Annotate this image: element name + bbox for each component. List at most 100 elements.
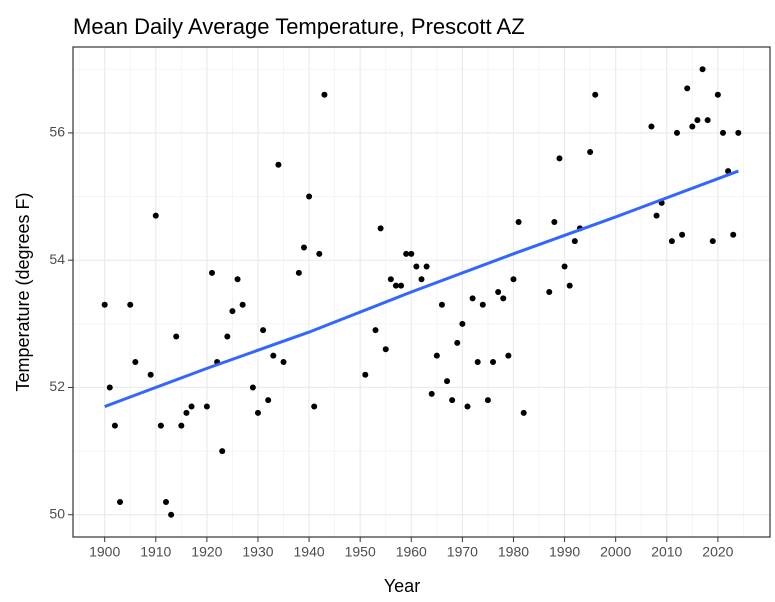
point bbox=[270, 352, 277, 359]
x-tick-label: 1900 bbox=[89, 544, 120, 560]
point bbox=[566, 282, 573, 289]
point bbox=[587, 149, 594, 155]
point bbox=[280, 359, 287, 365]
point bbox=[694, 117, 701, 124]
point bbox=[208, 269, 215, 276]
point bbox=[403, 250, 410, 257]
point bbox=[117, 499, 124, 505]
point bbox=[203, 403, 210, 410]
point bbox=[561, 263, 568, 270]
x-tick-label: 2000 bbox=[600, 544, 631, 560]
x-tick-label: 1990 bbox=[549, 544, 580, 560]
point bbox=[684, 85, 691, 92]
point bbox=[464, 403, 471, 410]
chart-title: Mean Daily Average Temperature, Prescott… bbox=[73, 14, 525, 39]
point bbox=[484, 397, 491, 404]
point bbox=[428, 390, 435, 397]
point bbox=[571, 238, 578, 245]
point bbox=[300, 244, 307, 251]
point bbox=[147, 371, 154, 378]
x-tick-label: 1920 bbox=[191, 544, 222, 560]
point bbox=[556, 155, 563, 162]
point bbox=[168, 511, 175, 518]
point bbox=[178, 422, 185, 429]
point bbox=[377, 225, 384, 232]
point bbox=[699, 66, 706, 73]
point bbox=[260, 327, 267, 334]
point bbox=[689, 123, 696, 130]
point bbox=[725, 168, 732, 175]
point bbox=[719, 129, 726, 136]
point bbox=[382, 346, 389, 353]
point bbox=[127, 301, 134, 308]
point bbox=[275, 161, 282, 168]
point bbox=[454, 339, 461, 346]
x-tick-label: 1910 bbox=[140, 544, 171, 560]
point bbox=[316, 250, 323, 257]
point bbox=[418, 276, 425, 283]
point bbox=[490, 359, 497, 365]
y-axis-label: Temperature (degrees F) bbox=[13, 192, 33, 391]
point bbox=[520, 409, 527, 416]
x-tick-label: 1930 bbox=[242, 544, 273, 560]
point bbox=[546, 289, 553, 295]
point bbox=[387, 276, 394, 283]
point bbox=[163, 499, 170, 505]
point bbox=[295, 269, 302, 276]
point bbox=[551, 219, 558, 225]
point bbox=[224, 333, 231, 340]
point bbox=[505, 352, 512, 359]
point bbox=[668, 238, 675, 245]
y-tick-label: 54 bbox=[49, 251, 65, 267]
point bbox=[413, 263, 420, 270]
point bbox=[392, 282, 399, 289]
point bbox=[311, 403, 318, 410]
point bbox=[101, 301, 108, 308]
plot-background bbox=[73, 47, 770, 537]
point bbox=[474, 359, 481, 365]
point bbox=[449, 397, 456, 404]
point bbox=[183, 409, 190, 416]
point bbox=[433, 352, 440, 359]
point bbox=[229, 308, 236, 315]
x-tick-label: 2010 bbox=[651, 544, 682, 560]
x-tick-label: 1970 bbox=[447, 544, 478, 560]
point bbox=[321, 91, 328, 98]
point bbox=[106, 384, 113, 391]
point bbox=[188, 403, 195, 410]
point bbox=[730, 231, 737, 238]
point bbox=[679, 231, 686, 238]
point bbox=[152, 212, 159, 219]
x-axis-label: Year bbox=[384, 576, 420, 596]
point bbox=[515, 219, 522, 225]
point bbox=[173, 333, 180, 340]
y-tick-label: 50 bbox=[49, 505, 65, 521]
point bbox=[234, 276, 241, 283]
point bbox=[398, 282, 405, 289]
point bbox=[653, 212, 660, 219]
point bbox=[362, 371, 369, 378]
point bbox=[306, 193, 313, 200]
point bbox=[510, 276, 517, 283]
point bbox=[239, 301, 246, 308]
point bbox=[459, 320, 466, 327]
point bbox=[735, 129, 742, 136]
plot-border bbox=[72, 46, 771, 538]
x-tick-label: 1950 bbox=[345, 544, 376, 560]
point bbox=[444, 378, 451, 385]
point bbox=[372, 327, 379, 334]
point bbox=[423, 263, 430, 270]
point bbox=[438, 301, 445, 308]
x-tick-label: 1940 bbox=[294, 544, 325, 560]
y-tick-label: 52 bbox=[49, 378, 65, 394]
point bbox=[704, 117, 711, 124]
point bbox=[479, 301, 486, 308]
point bbox=[408, 250, 415, 257]
point bbox=[495, 289, 502, 295]
point bbox=[132, 359, 139, 365]
x-tick-label: 2020 bbox=[702, 544, 733, 560]
point bbox=[157, 422, 164, 429]
point bbox=[592, 91, 599, 98]
point bbox=[111, 422, 118, 429]
